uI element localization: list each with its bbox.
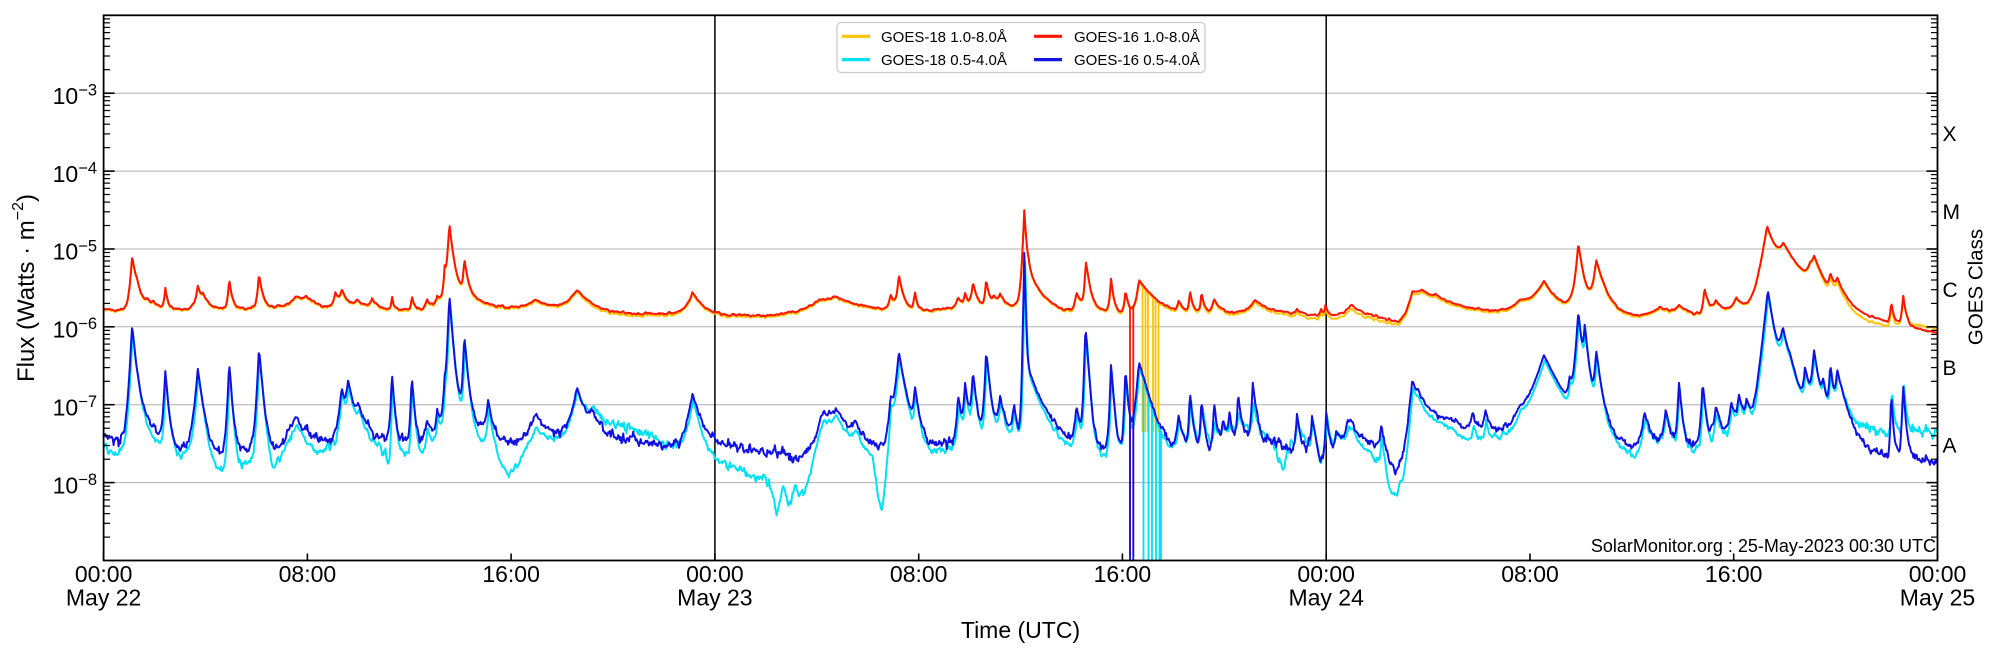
svg-text:C: C: [1943, 279, 1958, 302]
svg-text:00:00: 00:00: [75, 561, 133, 587]
svg-text:SolarMonitor.org : 25-May-2023: SolarMonitor.org : 25-May-2023 00:30 UTC: [1591, 536, 1936, 556]
svg-text:GOES-16 1.0-8.0Å: GOES-16 1.0-8.0Å: [1074, 29, 1200, 46]
svg-text:GOES Class: GOES Class: [1965, 229, 1988, 345]
svg-text:08:00: 08:00: [279, 561, 337, 587]
svg-text:16:00: 16:00: [482, 561, 540, 587]
svg-text:May 23: May 23: [677, 585, 752, 611]
svg-text:A: A: [1943, 435, 1957, 458]
svg-text:00:00: 00:00: [686, 561, 744, 587]
svg-text:May 22: May 22: [66, 585, 141, 611]
svg-text:B: B: [1943, 357, 1957, 380]
svg-text:16:00: 16:00: [1705, 561, 1763, 587]
svg-text:May 25: May 25: [1900, 585, 1975, 611]
svg-text:GOES-16 0.5-4.0Å: GOES-16 0.5-4.0Å: [1074, 52, 1200, 69]
svg-text:08:00: 08:00: [1501, 561, 1559, 587]
svg-text:GOES-18 0.5-4.0Å: GOES-18 0.5-4.0Å: [881, 52, 1007, 69]
svg-text:GOES-18 1.0-8.0Å: GOES-18 1.0-8.0Å: [881, 29, 1007, 46]
svg-text:X: X: [1943, 123, 1957, 146]
svg-text:10−5: 10−5: [53, 237, 97, 264]
svg-text:00:00: 00:00: [1909, 561, 1967, 587]
svg-text:M: M: [1943, 201, 1961, 224]
svg-text:16:00: 16:00: [1094, 561, 1152, 587]
svg-text:08:00: 08:00: [890, 561, 948, 587]
svg-text:Time (UTC): Time (UTC): [961, 617, 1080, 643]
svg-text:10−3: 10−3: [53, 82, 97, 109]
svg-text:Flux (Watts · m−2): Flux (Watts · m−2): [10, 194, 40, 382]
svg-text:00:00: 00:00: [1297, 561, 1355, 587]
svg-text:10−6: 10−6: [53, 315, 97, 342]
svg-text:May 24: May 24: [1288, 585, 1364, 611]
